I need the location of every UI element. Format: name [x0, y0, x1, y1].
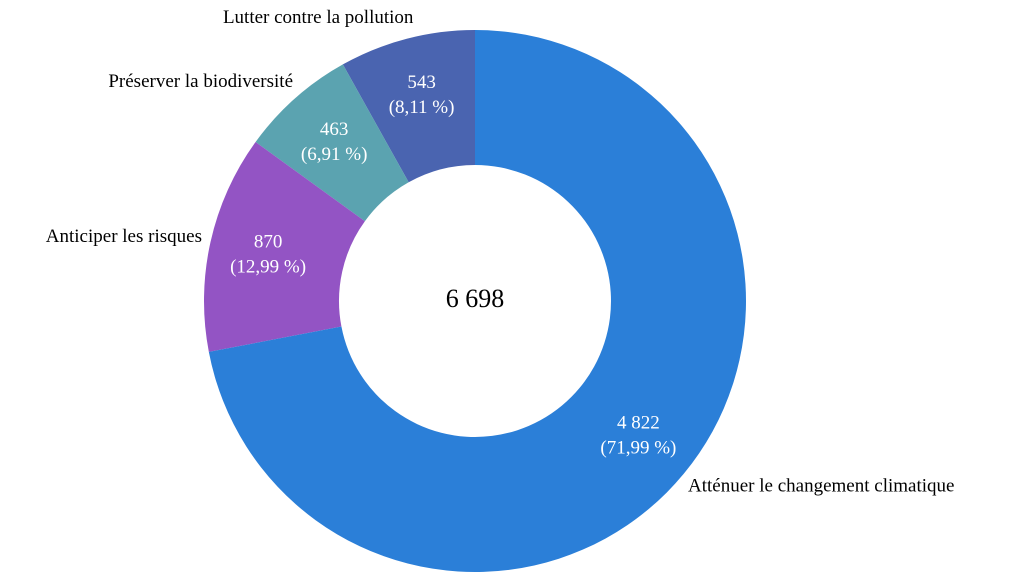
value-label: 543 [407, 72, 436, 93]
value-label: 4 822 [617, 412, 660, 433]
percent-label: (71,99 %) [600, 437, 676, 458]
category-label: Atténuer le changement climatique [688, 475, 954, 496]
percent-label: (6,91 %) [301, 144, 367, 165]
category-label: Anticiper les risques [46, 226, 202, 247]
value-label: 463 [320, 119, 349, 140]
donut-slice [204, 141, 365, 352]
percent-label: (8,11 %) [389, 97, 455, 118]
category-label: Préserver la biodiversité [108, 71, 293, 92]
donut-slice [255, 64, 409, 222]
donut-slice [342, 30, 475, 183]
percent-label: (12,99 %) [230, 256, 306, 277]
value-label: 870 [254, 231, 283, 252]
category-label: Lutter contre la pollution [223, 7, 414, 28]
center-label: 6 698 [446, 284, 505, 313]
donut-slice [208, 30, 746, 572]
